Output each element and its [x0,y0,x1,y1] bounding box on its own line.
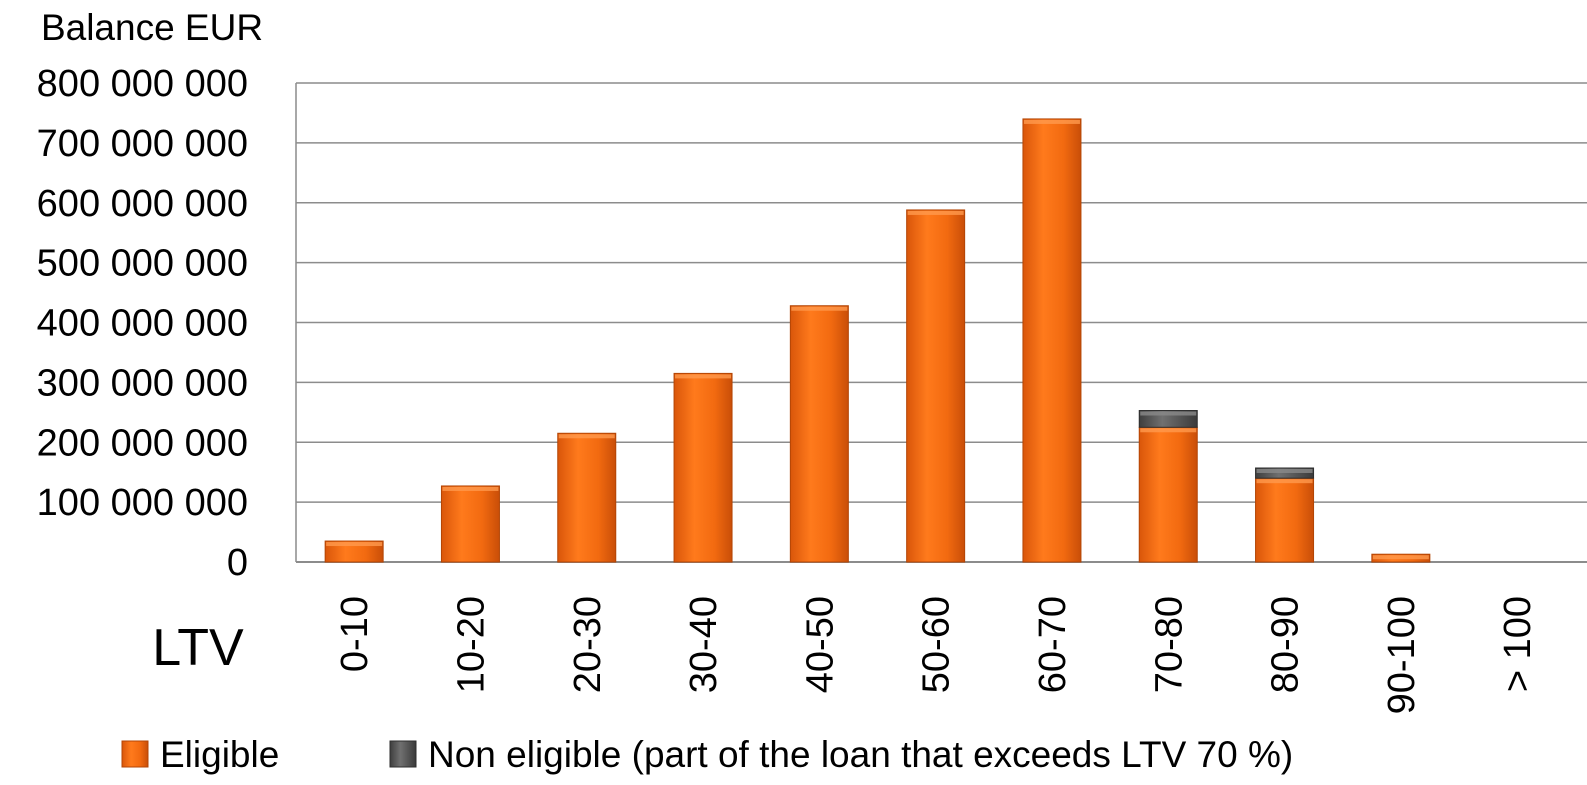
y-axis-ticks: 0 100 000 000 200 000 000 300 000 000 400 00… [37,63,248,584]
y-tick-label: 400 000 000 [37,303,248,345]
x-axis-title: LTV [152,619,244,677]
bar-eligible-2 [557,432,617,563]
bar-eligible-7 [1138,426,1198,563]
legend-label-non-eligible: Non eligible (part of the loan that exce… [428,734,1293,775]
x-tick-label: 10-20 [450,596,492,693]
x-tick-label: 80-90 [1265,596,1307,693]
bar-eligible-5 [906,209,966,563]
bar-highlight [675,374,732,379]
y-tick-label: 700 000 000 [37,123,248,165]
x-tick-label: 70-80 [1148,596,1190,693]
bar-highlight [326,542,383,547]
bar-eligible-1 [440,485,500,563]
y-tick-label: 800 000 000 [37,63,248,105]
x-tick-label: > 100 [1497,596,1539,692]
x-tick-label: 0-10 [334,596,376,672]
y-tick-label: 0 [227,542,248,584]
bar-non-eligible-8 [1255,467,1315,479]
bar-highlight [791,306,848,311]
bar-highlight [558,434,615,439]
bar-highlight [1023,119,1080,124]
y-tick-label: 500 000 000 [37,243,248,285]
x-tick-label: 60-70 [1032,596,1074,693]
y-tick-label: 200 000 000 [37,422,248,464]
x-tick-label: 90-100 [1381,596,1423,714]
bar-eligible-0 [324,540,384,563]
legend: Eligible Non eligible (part of the loan … [121,734,1293,775]
bar-eligible-3 [673,372,733,563]
bar-eligible-8 [1255,477,1315,563]
bar-highlight [1140,428,1197,433]
x-tick-label: 40-50 [799,596,841,693]
bar-highlight [1256,479,1313,484]
bar-highlight [1140,411,1197,416]
x-tick-label: 50-60 [916,596,958,693]
bar-highlight [1372,555,1429,560]
legend-label-eligible: Eligible [160,734,279,775]
y-tick-label: 600 000 000 [37,183,248,225]
x-tick-label: 20-30 [567,596,609,693]
y-tick-label: 300 000 000 [37,362,248,404]
x-axis-ticks: 0-10 10-20 20-30 30-40 40-50 50-60 60-70 70-80 8… [334,596,1539,714]
bar-highlight [907,210,964,215]
bar-highlight [442,486,499,491]
bar-highlight [1256,468,1313,473]
legend-swatch-eligible [121,740,149,768]
legend-swatch-non-eligible [389,740,417,768]
bar-eligible-6 [1022,118,1082,563]
y-tick-label: 100 000 000 [37,482,248,524]
y-axis-title: Balance EUR [41,7,263,48]
x-tick-label: 30-40 [683,596,725,693]
bar-eligible-4 [789,305,849,563]
bars [324,118,1431,563]
